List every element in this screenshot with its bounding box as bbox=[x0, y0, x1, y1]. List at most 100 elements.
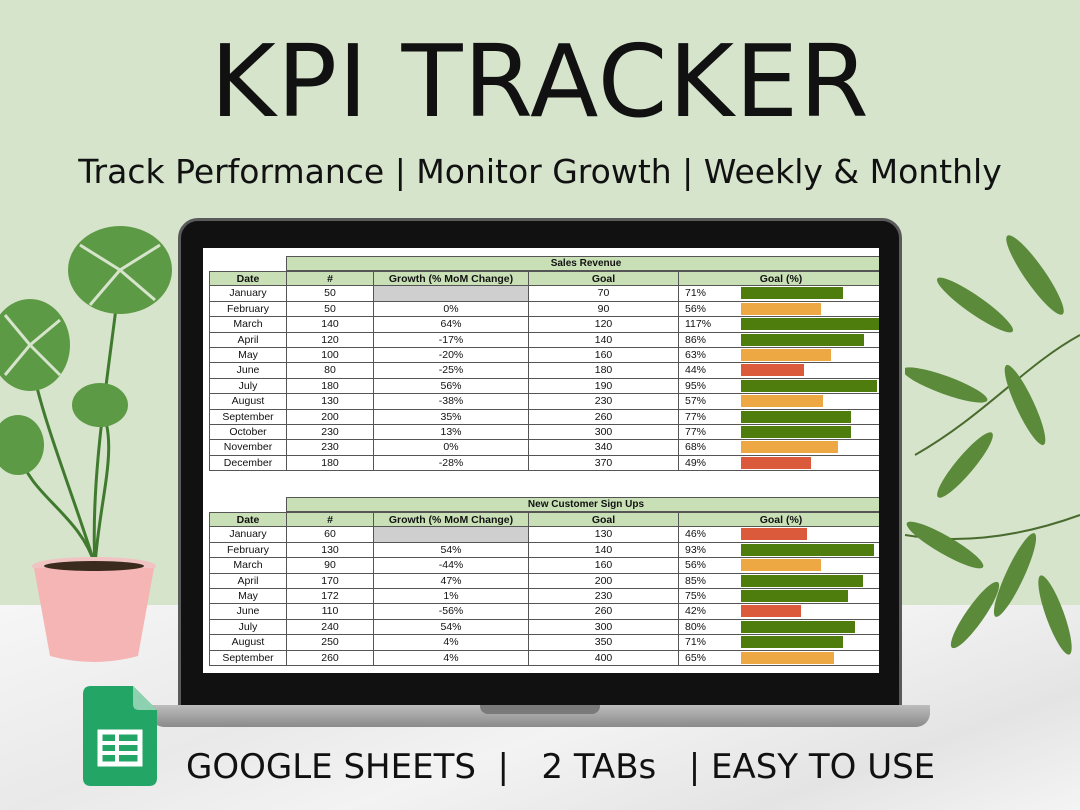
goal-cell[interactable]: 350 bbox=[529, 635, 679, 651]
num-cell[interactable]: 130 bbox=[287, 394, 374, 410]
num-cell[interactable]: 50 bbox=[287, 286, 374, 302]
growth-cell[interactable]: 64% bbox=[374, 317, 529, 333]
column-header[interactable]: # bbox=[287, 512, 374, 528]
num-cell[interactable]: 200 bbox=[287, 409, 374, 425]
growth-cell[interactable] bbox=[374, 286, 529, 302]
growth-cell[interactable]: 1% bbox=[374, 589, 529, 605]
date-cell[interactable]: July bbox=[209, 619, 287, 636]
growth-cell[interactable]: 54% bbox=[374, 542, 529, 559]
growth-cell[interactable] bbox=[374, 527, 529, 543]
growth-cell[interactable]: -25% bbox=[374, 363, 529, 379]
goal-cell[interactable]: 370 bbox=[529, 455, 679, 472]
goal-cell[interactable]: 400 bbox=[529, 650, 679, 666]
num-cell[interactable]: 180 bbox=[287, 455, 374, 472]
goal-pct-cell[interactable]: 56% bbox=[679, 558, 879, 574]
date-cell[interactable]: January bbox=[209, 286, 287, 302]
goal-cell[interactable]: 160 bbox=[529, 558, 679, 574]
num-cell[interactable]: 260 bbox=[287, 650, 374, 666]
goal-cell[interactable]: 260 bbox=[529, 409, 679, 425]
growth-cell[interactable]: 0% bbox=[374, 301, 529, 318]
growth-cell[interactable]: 54% bbox=[374, 619, 529, 636]
date-cell[interactable]: September bbox=[209, 650, 287, 666]
goal-pct-cell[interactable]: 80% bbox=[679, 620, 879, 636]
growth-cell[interactable]: -28% bbox=[374, 455, 529, 472]
date-cell[interactable]: November bbox=[209, 440, 287, 456]
date-cell[interactable]: July bbox=[209, 378, 287, 395]
date-cell[interactable]: January bbox=[209, 527, 287, 543]
goal-pct-cell[interactable]: 86% bbox=[679, 333, 879, 348]
num-cell[interactable]: 250 bbox=[287, 635, 374, 651]
column-header[interactable]: Date bbox=[209, 271, 287, 287]
date-cell[interactable]: March bbox=[209, 317, 287, 333]
goal-cell[interactable]: 230 bbox=[529, 394, 679, 410]
column-header[interactable]: Goal bbox=[529, 271, 679, 287]
growth-cell[interactable]: -17% bbox=[374, 332, 529, 348]
num-cell[interactable]: 90 bbox=[287, 558, 374, 574]
date-cell[interactable]: April bbox=[209, 573, 287, 589]
num-cell[interactable]: 110 bbox=[287, 604, 374, 620]
column-header[interactable]: Growth (% MoM Change) bbox=[374, 271, 529, 287]
goal-cell[interactable]: 200 bbox=[529, 573, 679, 589]
num-cell[interactable]: 140 bbox=[287, 317, 374, 333]
goal-cell[interactable]: 300 bbox=[529, 425, 679, 441]
growth-cell[interactable]: 47% bbox=[374, 573, 529, 589]
date-cell[interactable]: February bbox=[209, 542, 287, 559]
goal-pct-cell[interactable]: 57% bbox=[679, 394, 879, 410]
date-cell[interactable]: October bbox=[209, 425, 287, 441]
goal-cell[interactable]: 70 bbox=[529, 286, 679, 302]
date-cell[interactable]: August bbox=[209, 394, 287, 410]
goal-pct-cell[interactable]: 49% bbox=[679, 456, 879, 472]
goal-cell[interactable]: 130 bbox=[529, 527, 679, 543]
goal-pct-cell[interactable]: 95% bbox=[679, 379, 879, 395]
growth-cell[interactable]: 4% bbox=[374, 650, 529, 666]
goal-cell[interactable]: 180 bbox=[529, 363, 679, 379]
column-header[interactable]: Goal (%) bbox=[679, 271, 879, 287]
goal-pct-cell[interactable]: 42% bbox=[679, 604, 879, 620]
column-header[interactable]: Date bbox=[209, 512, 287, 528]
goal-cell[interactable]: 120 bbox=[529, 317, 679, 333]
num-cell[interactable]: 180 bbox=[287, 378, 374, 395]
growth-cell[interactable]: -38% bbox=[374, 394, 529, 410]
goal-cell[interactable]: 340 bbox=[529, 440, 679, 456]
goal-pct-cell[interactable]: 93% bbox=[679, 543, 879, 559]
column-header[interactable]: # bbox=[287, 271, 374, 287]
goal-pct-cell[interactable]: 68% bbox=[679, 440, 879, 456]
date-cell[interactable]: May bbox=[209, 348, 287, 364]
goal-pct-cell[interactable]: 44% bbox=[679, 363, 879, 379]
num-cell[interactable]: 240 bbox=[287, 619, 374, 636]
goal-cell[interactable]: 230 bbox=[529, 589, 679, 605]
num-cell[interactable]: 50 bbox=[287, 301, 374, 318]
num-cell[interactable]: 100 bbox=[287, 348, 374, 364]
goal-cell[interactable]: 160 bbox=[529, 348, 679, 364]
goal-cell[interactable]: 260 bbox=[529, 604, 679, 620]
goal-pct-cell[interactable]: 65% bbox=[679, 651, 879, 666]
growth-cell[interactable]: 13% bbox=[374, 425, 529, 441]
goal-cell[interactable]: 140 bbox=[529, 332, 679, 348]
column-header[interactable]: Growth (% MoM Change) bbox=[374, 512, 529, 528]
growth-cell[interactable]: -44% bbox=[374, 558, 529, 574]
growth-cell[interactable]: 4% bbox=[374, 635, 529, 651]
goal-pct-cell[interactable]: 77% bbox=[679, 425, 879, 441]
date-cell[interactable]: February bbox=[209, 301, 287, 318]
goal-pct-cell[interactable]: 56% bbox=[679, 302, 879, 318]
date-cell[interactable]: June bbox=[209, 363, 287, 379]
goal-cell[interactable]: 190 bbox=[529, 378, 679, 395]
date-cell[interactable]: April bbox=[209, 332, 287, 348]
column-header[interactable]: Goal bbox=[529, 512, 679, 528]
date-cell[interactable]: August bbox=[209, 635, 287, 651]
growth-cell[interactable]: 56% bbox=[374, 378, 529, 395]
growth-cell[interactable]: 0% bbox=[374, 440, 529, 456]
date-cell[interactable]: September bbox=[209, 409, 287, 425]
growth-cell[interactable]: -56% bbox=[374, 604, 529, 620]
goal-cell[interactable]: 140 bbox=[529, 542, 679, 559]
column-header[interactable]: Goal (%) bbox=[679, 512, 879, 528]
num-cell[interactable]: 60 bbox=[287, 527, 374, 543]
num-cell[interactable]: 230 bbox=[287, 425, 374, 441]
goal-pct-cell[interactable]: 117% bbox=[679, 317, 879, 333]
goal-pct-cell[interactable]: 71% bbox=[679, 635, 879, 651]
goal-pct-cell[interactable]: 75% bbox=[679, 589, 879, 605]
goal-pct-cell[interactable]: 85% bbox=[679, 574, 879, 589]
goal-pct-cell[interactable]: 46% bbox=[679, 527, 879, 543]
goal-pct-cell[interactable]: 71% bbox=[679, 286, 879, 302]
goal-pct-cell[interactable]: 63% bbox=[679, 348, 879, 364]
